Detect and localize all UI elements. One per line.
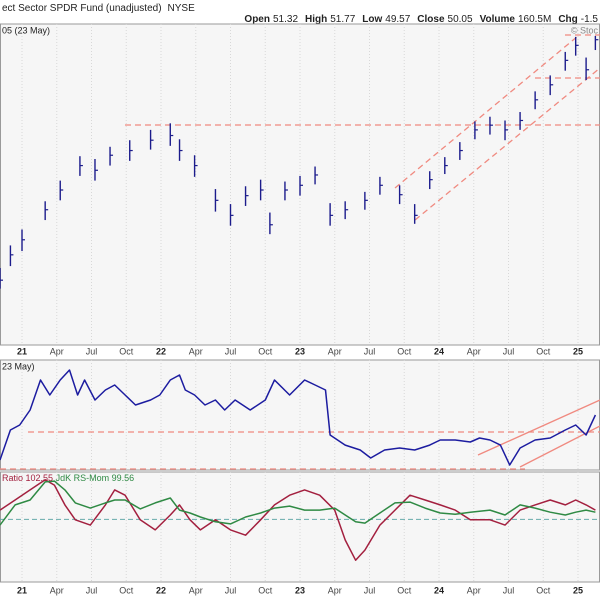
x-tick-label: Jul [503,585,515,595]
marks [0,35,599,561]
x-tick-label: 25 [573,346,583,356]
series-line [0,369,597,466]
x-tick-label: Oct [258,346,273,356]
x-tick-label: Jul [225,585,237,595]
copyright: © Stoc [571,25,599,35]
exchange: NYSE [168,3,196,14]
fund-name: ect Sector SPDR Fund (unadjusted) [2,3,162,14]
x-tick-label: Oct [397,346,412,356]
x-tick-label: Oct [397,585,412,595]
x-tick-label: 21 [17,346,27,356]
series-line [0,479,596,561]
legend-mom-value: 99.56 [112,473,135,483]
quote-label: Open [244,14,270,25]
grids [0,24,600,582]
x-tick-label: Jul [86,346,98,356]
x-tick-label: 21 [17,585,27,595]
x-tick-label: Apr [467,585,481,595]
quote-value: -1.5 [581,14,599,25]
quote-value: 51.77 [330,14,355,25]
x-tick-label: Apr [328,346,342,356]
quote-label: Close [417,14,445,25]
legend-ratio-name: Ratio [2,473,23,483]
x-tick-label: Apr [467,346,481,356]
legend-ratio-value: 102.55 [26,473,54,483]
quote-label: Low [362,14,382,25]
x-tick-label: 24 [434,585,444,595]
quote-label: High [305,14,327,25]
x-tick-label: Apr [50,585,64,595]
x-tick-label: 25 [573,585,583,595]
x-tick-label: Oct [258,585,273,595]
header-title: ect Sector SPDR Fund (unadjusted) NYSE [2,3,195,14]
x-tick-label: 22 [156,585,166,595]
x-tick-label: 22 [156,346,166,356]
x-tick-label: 24 [434,346,444,356]
quote-value: 49.57 [385,14,410,25]
x-tick-label: Oct [536,346,551,356]
quote-label: Volume [480,14,516,25]
x-tick-label: Jul [86,585,98,595]
rs-legend: 23 May) [2,361,35,371]
x-tick-label: Apr [189,585,203,595]
x-tick-label: Apr [50,346,64,356]
x-tick-label: Apr [189,346,203,356]
x-tick-label: Apr [328,585,342,595]
x-tick-label: Jul [225,346,237,356]
quote-value: 50.05 [448,14,473,25]
quote-line: Open 51.32 High 51.77 Low 49.57 Close 50.05 Volu… [244,14,598,25]
quote-value: 51.32 [273,14,298,25]
rs-channel-upper [477,399,600,456]
x-tick-label: Jul [364,585,376,595]
rrg-legend: Ratio 102.55 JdK RS-Mom 99.56 [2,473,134,483]
x-tick-label: 23 [295,585,305,595]
series-line [0,480,596,526]
quote-label: Chg [558,14,577,25]
x-tick-label: Jul [364,346,376,356]
x-tick-label: 23 [295,346,305,356]
x-tick-label: Oct [119,346,134,356]
legend-mom-name: JdK RS-Mom [56,473,110,483]
x-tick-label: Oct [536,585,551,595]
x-tick-label: Oct [119,585,134,595]
price-legend: 05 (23 May) [2,25,50,35]
quote-value: 160.5M [518,14,551,25]
x-tick-label: Jul [503,346,515,356]
